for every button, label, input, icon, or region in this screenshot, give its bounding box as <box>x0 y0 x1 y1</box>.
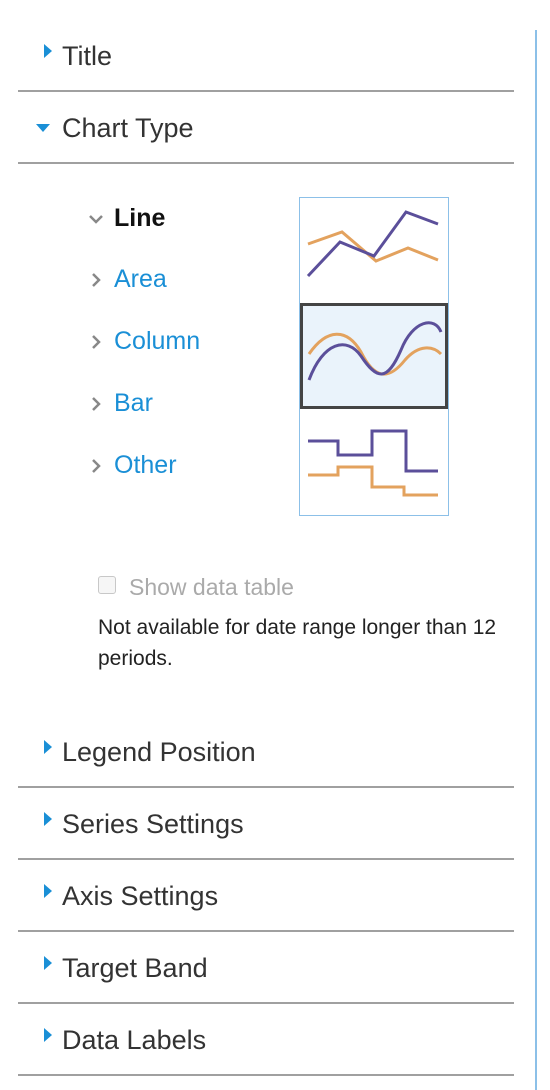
section-axis-settings-header[interactable]: Axis Settings <box>18 860 514 932</box>
show-data-table-checkbox[interactable] <box>98 576 116 594</box>
line-chart-icon <box>306 210 439 278</box>
section-chart-type-header[interactable]: Chart Type <box>18 92 514 164</box>
thumb-line-step[interactable] <box>300 409 448 515</box>
chart-type-bar-label: Bar <box>114 389 153 417</box>
caret-right-icon <box>44 956 52 970</box>
caret-right-icon <box>44 740 52 754</box>
caret-right-icon <box>44 812 52 826</box>
caret-right-icon <box>44 884 52 898</box>
section-legend-position-label: Legend Position <box>62 737 256 767</box>
section-target-band-label: Target Band <box>62 953 208 983</box>
chevron-down-icon <box>89 215 103 224</box>
step-line-chart-icon <box>308 429 438 497</box>
section-axis-settings-label: Axis Settings <box>62 881 219 911</box>
chevron-right-icon <box>92 335 101 349</box>
section-title-label: Title <box>62 41 113 71</box>
thumb-line-straight[interactable] <box>300 198 448 304</box>
chart-type-column-label: Column <box>114 327 201 355</box>
caret-right-icon <box>44 1028 52 1042</box>
chart-type-other-label: Other <box>114 451 177 479</box>
caret-right-icon <box>44 44 52 58</box>
caret-down-icon <box>36 124 50 132</box>
section-data-labels-header[interactable]: Data Labels <box>18 1004 514 1076</box>
chart-subtype-thumbnails <box>299 197 449 516</box>
section-data-labels-label: Data Labels <box>62 1025 207 1055</box>
chevron-right-icon <box>92 459 101 473</box>
show-data-table-label: Show data table <box>129 574 294 600</box>
panel-scroll-edge <box>535 30 537 1090</box>
chevron-right-icon <box>92 273 101 287</box>
section-series-settings-header[interactable]: Series Settings <box>18 788 514 860</box>
chart-type-area-label: Area <box>114 265 167 293</box>
section-target-band-header[interactable]: Target Band <box>18 932 514 1004</box>
chart-type-line-label: Line <box>114 204 166 232</box>
section-chart-type-label: Chart Type <box>62 113 194 143</box>
thumb-line-smooth[interactable] <box>300 303 448 409</box>
show-data-table-note: Not available for date range longer than… <box>98 616 497 670</box>
chevron-right-icon <box>92 397 101 411</box>
section-title-header[interactable]: Title <box>18 20 514 92</box>
section-legend-position-header[interactable]: Legend Position <box>18 716 514 788</box>
smooth-line-chart-icon <box>307 321 443 381</box>
section-series-settings-label: Series Settings <box>62 809 244 839</box>
